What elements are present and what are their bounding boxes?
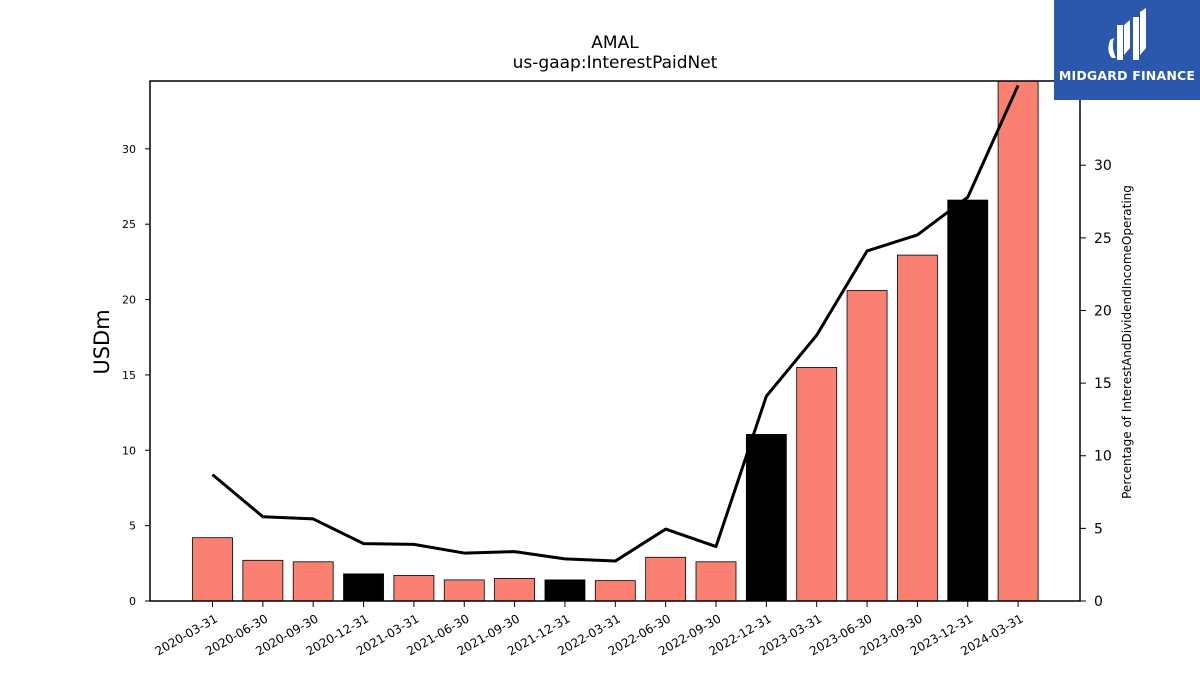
bar — [846, 290, 888, 602]
y2-tick-label: 15 — [1094, 376, 1112, 392]
percentage-line — [211, 84, 1020, 563]
y-tick-label: 10 — [122, 444, 136, 457]
y2-tick-label: 25 — [1094, 231, 1112, 247]
chart-title: AMAL — [591, 33, 639, 53]
y2-axis-label: Percentage of InterestAndDividendIncomeO… — [1120, 185, 1134, 499]
y-tick-label: 5 — [129, 520, 136, 533]
y-axis-label: USDm — [90, 309, 114, 374]
y2-tick-label: 30 — [1094, 158, 1112, 174]
plot-frame — [149, 80, 1081, 602]
y2-tick-label: 10 — [1094, 449, 1112, 465]
bar — [897, 254, 938, 602]
logo-mark-icon — [1108, 8, 1146, 60]
line-group — [211, 84, 1020, 563]
bar — [343, 573, 384, 602]
bar — [192, 537, 233, 602]
y2-tick-label: 5 — [1094, 521, 1103, 537]
logo-text: MIDGARD FINANCE — [1058, 68, 1196, 83]
y-tick-label: 15 — [122, 369, 136, 382]
bar — [544, 579, 586, 602]
y-tick-label: 30 — [122, 143, 136, 156]
y-tick-label: 20 — [122, 294, 136, 307]
bar — [242, 559, 284, 602]
bar — [997, 80, 1039, 602]
bar — [393, 574, 435, 602]
y2-tick-label: 0 — [1094, 594, 1103, 610]
y-tick-label: 0 — [129, 595, 136, 608]
bar — [947, 199, 989, 602]
y-tick-label: 25 — [122, 218, 136, 231]
bar — [594, 580, 636, 602]
brand-logo: MIDGARD FINANCE — [1054, 0, 1200, 100]
bar — [292, 561, 334, 602]
bar — [443, 579, 485, 602]
bar — [745, 434, 787, 602]
bar — [796, 366, 838, 602]
y2-tick-label: 20 — [1094, 303, 1112, 319]
bar — [695, 561, 737, 602]
bar — [494, 577, 536, 602]
chart-subtitle: us-gaap:InterestPaidNet — [513, 53, 718, 73]
bar — [645, 556, 687, 602]
bar-group — [192, 80, 1039, 602]
